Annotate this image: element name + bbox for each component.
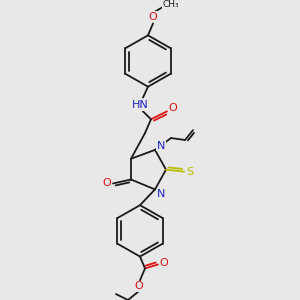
Text: O: O <box>160 259 168 269</box>
Text: N: N <box>157 189 165 199</box>
Text: O: O <box>135 281 143 291</box>
Text: O: O <box>169 103 177 113</box>
Text: S: S <box>186 167 194 177</box>
Text: CH₃: CH₃ <box>163 0 179 9</box>
Text: O: O <box>148 12 158 22</box>
Text: O: O <box>103 178 111 188</box>
Text: HN: HN <box>132 100 148 110</box>
Text: N: N <box>157 141 165 151</box>
